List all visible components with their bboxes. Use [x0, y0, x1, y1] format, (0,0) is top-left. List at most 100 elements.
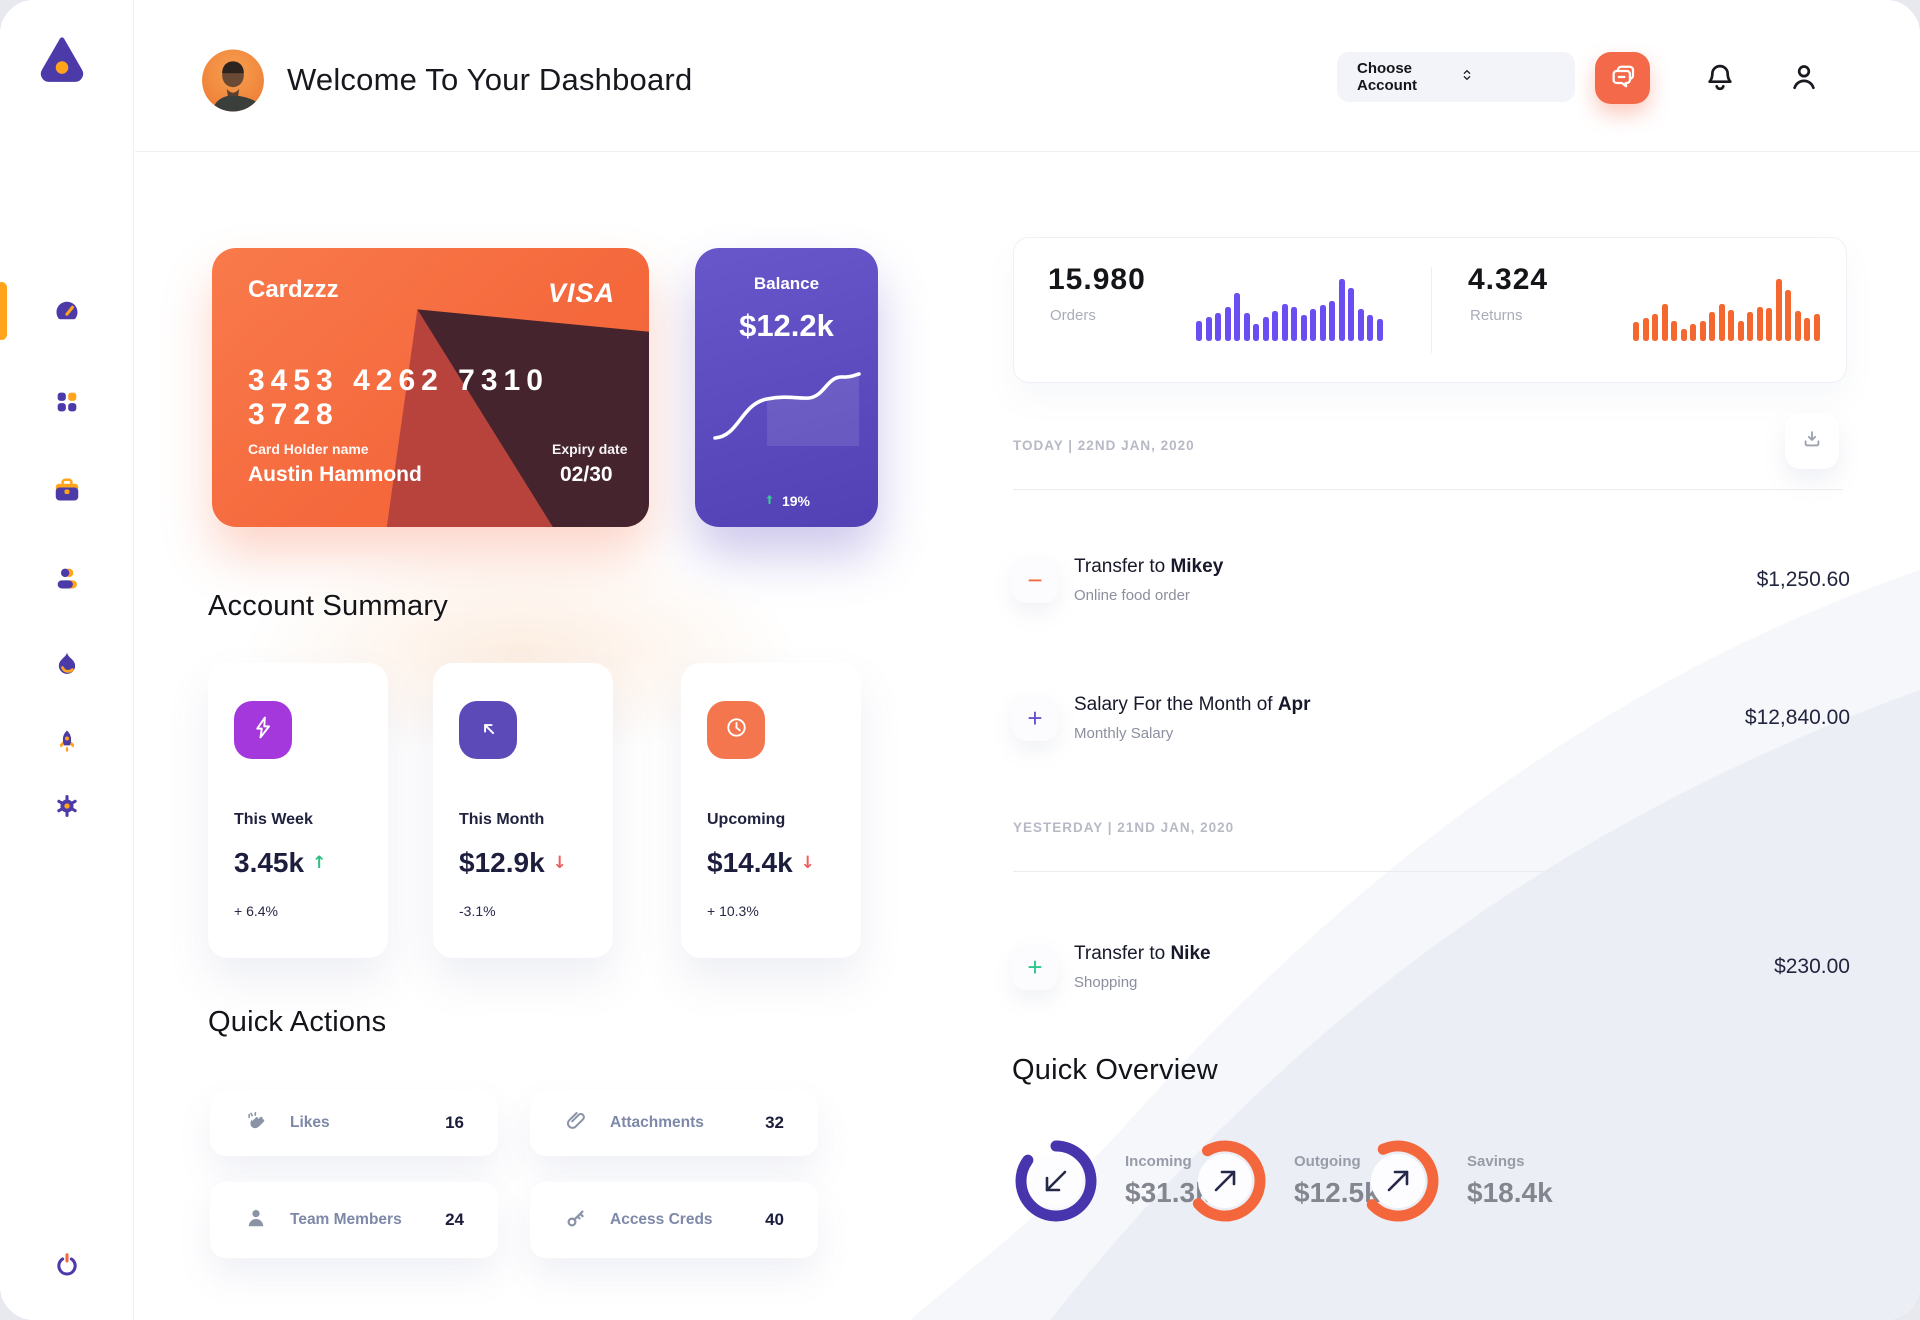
download-button[interactable]: [1785, 413, 1839, 469]
balance-card[interactable]: Balance $12.2k 19%: [695, 248, 878, 527]
quick-overview-title: Quick Overview: [1012, 1054, 1218, 1086]
overview-label: Outgoing: [1294, 1153, 1361, 1170]
avatar[interactable]: [202, 48, 264, 113]
sidebar-item-dashboard[interactable]: [0, 285, 134, 341]
key-icon: [564, 1206, 588, 1235]
briefcase-icon: [52, 475, 82, 510]
summary-delta: -3.1%: [459, 903, 496, 919]
overview-value: $18.4k: [1467, 1177, 1553, 1208]
sidebar-item-activity[interactable]: [0, 638, 134, 694]
chat-bubbles-icon: [1608, 61, 1638, 96]
quick-action-count: 40: [765, 1210, 784, 1229]
summary-card-this-week[interactable]: This Week 3.45k ↑ + 6.4%: [208, 663, 388, 958]
card-holder-name: Austin Hammond: [248, 463, 422, 486]
returns-bar-chart: [1633, 277, 1820, 341]
grid-icon: [53, 388, 81, 421]
minus-icon: −: [1027, 564, 1043, 595]
divider: [1013, 489, 1843, 490]
transaction-subtitle: Shopping: [1074, 974, 1138, 991]
outgoing-ring-chart: [1182, 1138, 1268, 1224]
quick-action-label: Team Members: [290, 1211, 402, 1228]
trend-up-icon: ↑: [312, 853, 327, 873]
savings-ring-chart: [1355, 1138, 1441, 1224]
sidebar: [0, 0, 134, 1320]
sidebar-item-projects[interactable]: [0, 464, 134, 520]
overview-label: Incoming: [1125, 1153, 1192, 1170]
overview-savings: Savings $18.4k: [1355, 1138, 1553, 1224]
app-logo[interactable]: [36, 32, 88, 84]
bell-icon: [1703, 64, 1737, 98]
quick-action-attachments[interactable]: Attachments 32: [530, 1090, 818, 1156]
summary-value: $12.9k: [459, 847, 545, 878]
transaction-subtitle: Online food order: [1074, 587, 1190, 604]
gear-icon: [53, 792, 81, 825]
account-summary-title: Account Summary: [208, 590, 448, 622]
sidebar-item-contacts[interactable]: [0, 552, 134, 608]
power-icon: [53, 1251, 81, 1284]
orders-bar-chart: [1196, 277, 1383, 341]
quick-action-label: Likes: [290, 1114, 330, 1131]
card-name: Cardzzz: [248, 276, 339, 303]
profile-button[interactable]: [1787, 60, 1821, 99]
sidebar-item-apps[interactable]: [0, 376, 134, 432]
returns-label: Returns: [1470, 307, 1523, 324]
transaction-subtitle: Monthly Salary: [1074, 725, 1174, 742]
background-wave: [910, 570, 1920, 1320]
summary-value: 3.45k: [234, 847, 305, 878]
balance-change: 19%: [781, 493, 811, 509]
credit-card[interactable]: Cardzzz VISA 3453 4262 7310 3728 Card Ho…: [212, 248, 649, 527]
summary-delta: + 10.3%: [707, 903, 759, 919]
plus-icon: +: [1027, 702, 1043, 733]
expiry-label: Expiry date: [552, 441, 628, 457]
balance-value: $12.2k: [739, 308, 834, 343]
logout-button[interactable]: [0, 1251, 134, 1284]
quick-action-count: 24: [445, 1210, 464, 1229]
quick-action-access-creds[interactable]: Access Creds 40: [530, 1182, 818, 1258]
card-shapes: [386, 309, 649, 527]
orders-label: Orders: [1050, 307, 1096, 324]
active-nav-indicator: [0, 282, 7, 340]
member-icon: [244, 1206, 268, 1235]
notifications-button[interactable]: [1703, 60, 1737, 99]
transaction-title: Transfer to Mikey: [1074, 556, 1224, 577]
sidebar-item-boost[interactable]: [0, 716, 134, 772]
page-title: Welcome To Your Dashboard: [287, 62, 693, 97]
stats-divider: [1431, 267, 1432, 353]
arrow-down-left-icon: [1045, 1170, 1067, 1192]
account-dropdown[interactable]: Choose Account: [1337, 52, 1575, 102]
quick-action-team-members[interactable]: Team Members 24: [210, 1182, 498, 1258]
quick-actions-title: Quick Actions: [208, 1006, 387, 1038]
lightning-icon: [250, 714, 277, 746]
overview-outgoing: Outgoing $12.5k: [1182, 1138, 1380, 1224]
summary-card-upcoming[interactable]: Upcoming $14.4k ↓ + 10.3%: [681, 663, 861, 958]
account-dropdown-label: Choose Account: [1357, 60, 1417, 94]
plus-icon: +: [1027, 951, 1043, 982]
chat-button[interactable]: [1595, 52, 1650, 104]
transaction-title: Transfer to Nike: [1074, 943, 1211, 964]
transaction-row-nike[interactable]: + Transfer to Nike Shopping $230.00: [1012, 932, 1850, 1002]
summary-card-this-month[interactable]: This Month $12.9k ↓ -3.1%: [433, 663, 613, 958]
clock-icon: [723, 714, 750, 746]
trend-down-icon: ↓: [552, 853, 567, 873]
sidebar-item-settings[interactable]: [0, 780, 134, 836]
quick-action-count: 16: [445, 1113, 464, 1132]
arrow-up-left-icon: [475, 715, 501, 746]
arrow-up-right-icon: [1214, 1170, 1236, 1192]
overview-incoming: Incoming $31.3k: [1013, 1138, 1211, 1224]
quick-action-label: Attachments: [610, 1114, 704, 1131]
summary-delta: + 6.4%: [234, 903, 278, 919]
transaction-row-salary[interactable]: + Salary For the Month of Apr Monthly Sa…: [1012, 683, 1850, 753]
header: Welcome To Your Dashboard Choose Account: [135, 0, 1920, 152]
transaction-amount: $1,250.60: [1756, 568, 1850, 591]
orders-value: 15.980: [1048, 263, 1146, 296]
user-duotone-icon: [53, 564, 81, 597]
summary-label: Upcoming: [707, 811, 786, 828]
summary-label: This Week: [234, 811, 313, 828]
quick-action-likes[interactable]: Likes 16: [210, 1090, 498, 1156]
transaction-amount: $12,840.00: [1744, 706, 1850, 729]
quick-action-label: Access Creds: [610, 1211, 713, 1228]
transaction-row-mikey[interactable]: − Transfer to Mikey Online food order $1…: [1012, 545, 1850, 615]
overview-label: Savings: [1467, 1153, 1525, 1170]
user-outline-icon: [1787, 65, 1821, 98]
transaction-title: Salary For the Month of Apr: [1074, 694, 1311, 715]
